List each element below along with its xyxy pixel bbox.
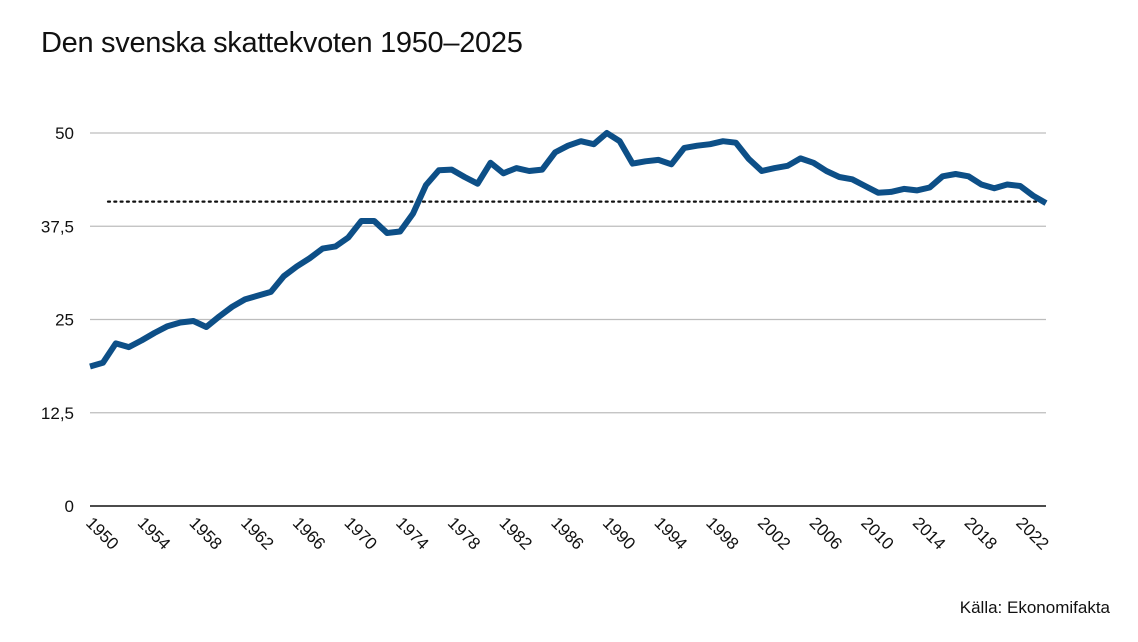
y-tick-label: 37,5 <box>41 217 74 236</box>
x-tick-label: 1994 <box>651 513 691 553</box>
y-tick-label: 12,5 <box>41 404 74 423</box>
x-tick-label: 2006 <box>806 513 846 553</box>
x-tick-label: 1990 <box>599 513 639 553</box>
x-tick-label: 1958 <box>186 513 226 553</box>
x-tick-label: 1978 <box>444 513 484 553</box>
x-tick-label: 2018 <box>961 513 1001 553</box>
x-tick-label: 1966 <box>289 513 329 553</box>
grid-lines <box>90 132 1046 507</box>
x-tick-label: 2014 <box>909 513 949 553</box>
x-axis-ticks: 1950 1954 1958 1962 1966 1970 1974 1978 1982 1986… <box>82 513 1052 553</box>
y-axis-ticks: 0 12,5 25 37,5 50 <box>41 124 74 516</box>
y-tick-label: 50 <box>55 124 74 143</box>
y-tick-label: 0 <box>65 497 74 516</box>
x-tick-label: 1950 <box>82 513 122 553</box>
x-tick-label: 2002 <box>754 513 794 553</box>
x-tick-label: 1962 <box>237 513 277 553</box>
x-tick-label: 1998 <box>702 513 742 553</box>
x-tick-label: 1986 <box>547 513 587 553</box>
series-group <box>89 130 1048 370</box>
source-note: Källa: Ekonomifakta <box>959 598 1110 617</box>
x-tick-label: 2010 <box>857 513 897 553</box>
x-tick-label: 2022 <box>1012 513 1052 553</box>
y-tick-label: 25 <box>55 311 74 330</box>
x-tick-label: 1954 <box>134 513 174 553</box>
x-tick-label: 1970 <box>341 513 381 553</box>
chart-title: Den svenska skattekvoten 1950–2025 <box>41 27 523 59</box>
series-line <box>89 130 1048 370</box>
x-tick-label: 1982 <box>496 513 536 553</box>
x-tick-label: 1974 <box>392 513 432 553</box>
